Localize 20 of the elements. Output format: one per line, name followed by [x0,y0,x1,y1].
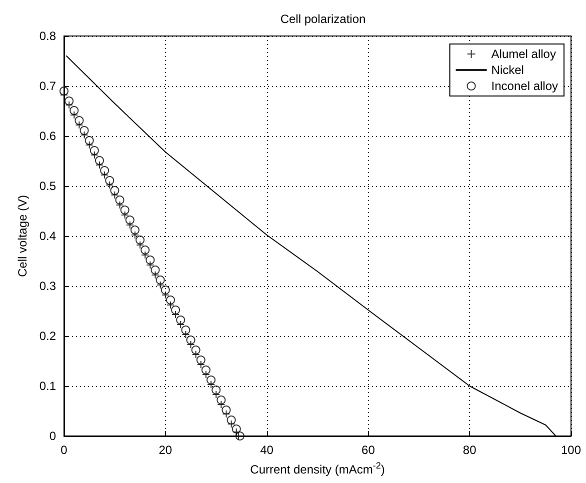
y-tick-label: 0.8 [39,29,56,43]
y-tick-label: 0 [49,429,56,443]
y-tick-label: 0.6 [39,129,56,143]
x-tick-label: 40 [260,443,274,457]
y-axis-title: Cell voltage (V) [15,194,30,278]
y-tick-label: 0.7 [39,79,56,93]
x-tick-label: 20 [158,443,172,457]
x-tick-label: 0 [60,443,68,457]
y-tick-label: 0.4 [39,229,56,243]
y-tick-label: 0.1 [39,379,56,393]
y-tick-label: 0.5 [39,179,56,193]
chart-title: Cell polarization [280,12,366,26]
y-tick-label: 0.3 [39,279,56,293]
legend-label: Inconel alloy [491,79,558,93]
x-tick-label: 100 [560,443,582,457]
x-tick-label: 80 [462,443,477,457]
y-tick-label: 0.2 [39,329,56,343]
x-tick-label: 60 [362,443,376,457]
legend-label: Alumel alloy [491,47,556,61]
legend-label: Nickel [491,63,524,77]
